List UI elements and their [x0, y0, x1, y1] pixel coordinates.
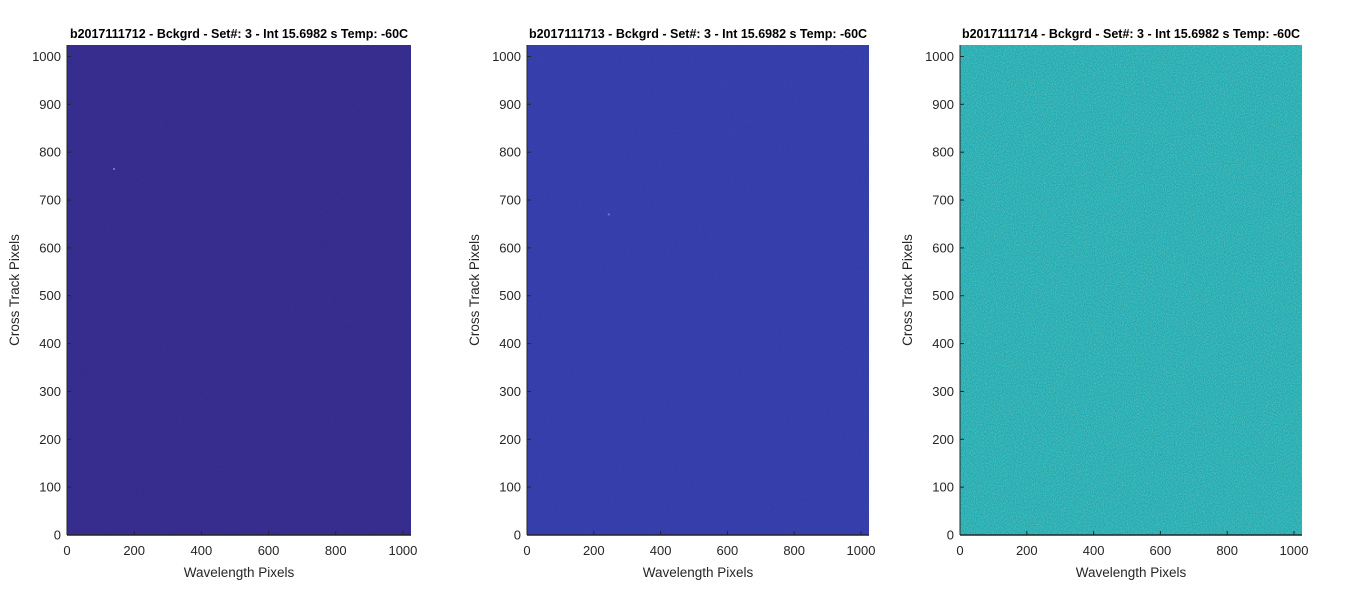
heatmap-noise [67, 45, 411, 535]
hot-pixel [113, 167, 116, 170]
x-tick-label: 600 [717, 543, 739, 558]
x-axis-label: Wavelength Pixels [1076, 565, 1187, 580]
y-axis-label: Cross Track Pixels [467, 234, 482, 346]
x-tick-label: 800 [325, 543, 347, 558]
y-tick-label: 600 [499, 240, 521, 255]
y-tick-label: 0 [947, 528, 954, 543]
y-tick-label: 500 [39, 288, 61, 303]
y-tick-label: 0 [514, 528, 521, 543]
chart-panel-3: 0 200 400 600 800 1000 0 100 200 300 400 500 600 700 8… [900, 27, 1308, 580]
y-tick-label: 100 [499, 480, 521, 495]
heatmap-noise [960, 45, 1302, 535]
y-tick-label: 700 [932, 193, 954, 208]
x-tick-label: 0 [956, 543, 963, 558]
x-tick-label: 1000 [388, 543, 417, 558]
x-tick-label: 1000 [847, 543, 876, 558]
x-tick-label: 800 [1216, 543, 1238, 558]
chart-title: b2017111713 - Bckgrd - Set#: 3 - Int 15.… [529, 27, 867, 41]
y-tick-label: 500 [932, 288, 954, 303]
y-tick-label: 700 [39, 193, 61, 208]
y-tick-label: 300 [932, 384, 954, 399]
x-tick-label: 400 [650, 543, 672, 558]
y-tick-label: 600 [39, 240, 61, 255]
x-axis-label: Wavelength Pixels [184, 565, 295, 580]
x-tick-label: 600 [1150, 543, 1172, 558]
y-tick-label: 900 [39, 97, 61, 112]
heatmap-noise [527, 45, 869, 535]
x-tick-label: 600 [258, 543, 280, 558]
chart-panel-1: 0 200 400 600 800 1000 0 100 200 300 400 500 600 700 8… [7, 27, 417, 580]
x-axis-label: Wavelength Pixels [643, 565, 754, 580]
y-tick-label: 1000 [32, 49, 61, 64]
y-tick-label: 400 [932, 336, 954, 351]
y-tick-label: 200 [499, 432, 521, 447]
x-tick-label: 200 [583, 543, 605, 558]
y-tick-label: 900 [499, 97, 521, 112]
y-tick-label: 300 [499, 384, 521, 399]
chart-title: b2017111714 - Bckgrd - Set#: 3 - Int 15.… [962, 27, 1300, 41]
y-tick-label: 200 [39, 432, 61, 447]
x-tick-label: 1000 [1280, 543, 1309, 558]
y-axis-label: Cross Track Pixels [7, 234, 22, 346]
x-tick-label: 0 [63, 543, 70, 558]
y-tick-label: 1000 [492, 49, 521, 64]
hot-pixel [607, 213, 610, 216]
y-tick-label: 400 [499, 336, 521, 351]
y-tick-label: 700 [499, 193, 521, 208]
y-tick-label: 100 [932, 480, 954, 495]
y-tick-label: 900 [932, 97, 954, 112]
y-axis-label: Cross Track Pixels [900, 234, 915, 346]
x-tick-label: 200 [123, 543, 145, 558]
chart-panel-2: 0 200 400 600 800 1000 0 100 200 300 400 500 600 700 8… [467, 27, 875, 580]
y-tick-label: 600 [932, 240, 954, 255]
y-tick-label: 500 [499, 288, 521, 303]
y-tick-label: 100 [39, 480, 61, 495]
y-tick-label: 400 [39, 336, 61, 351]
y-tick-label: 1000 [925, 49, 954, 64]
x-tick-label: 200 [1016, 543, 1038, 558]
y-tick-label: 300 [39, 384, 61, 399]
y-tick-label: 800 [499, 145, 521, 160]
x-tick-label: 800 [783, 543, 805, 558]
x-tick-label: 0 [523, 543, 530, 558]
x-tick-label: 400 [191, 543, 213, 558]
chart-title: b2017111712 - Bckgrd - Set#: 3 - Int 15.… [70, 27, 408, 41]
y-tick-label: 800 [932, 145, 954, 160]
x-tick-label: 400 [1083, 543, 1105, 558]
y-tick-label: 0 [54, 528, 61, 543]
y-tick-label: 200 [932, 432, 954, 447]
y-tick-label: 800 [39, 145, 61, 160]
